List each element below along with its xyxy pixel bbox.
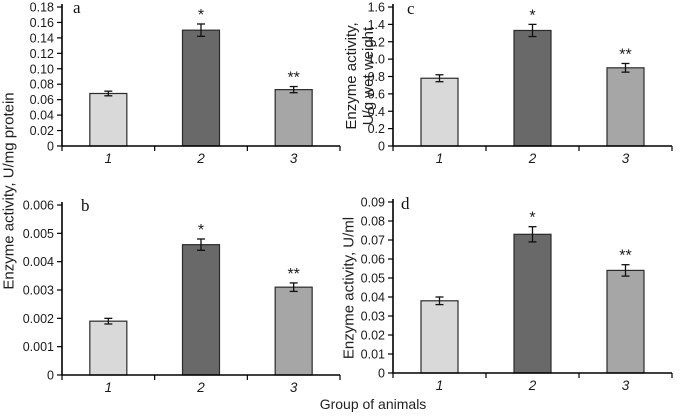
- y-tick-label: 0.02: [361, 329, 385, 343]
- y-tick-label: 0.004: [23, 255, 54, 269]
- significance-marker: **: [619, 248, 631, 265]
- y-tick-label: 0.8: [368, 70, 385, 84]
- y-tick-label: 1.6: [368, 1, 385, 15]
- y-tick-label: 0.02: [30, 124, 54, 138]
- y-tick-label: 0.4: [368, 105, 385, 119]
- x-category-label: 3: [622, 151, 630, 166]
- panel-letter-b: b: [81, 196, 90, 215]
- panel-letter-d: d: [401, 194, 410, 213]
- y-tick-label: 0: [47, 369, 54, 383]
- y-tick-label: 0.04: [30, 109, 54, 123]
- y-tick-label: 0.001: [23, 340, 54, 354]
- y-tick-label: 0.002: [23, 312, 54, 326]
- y-tick-label: 0.05: [361, 272, 385, 286]
- y-tick-label: 0.07: [361, 234, 385, 248]
- y-tick-label: 0.04: [361, 291, 385, 305]
- x-category-label: 2: [196, 151, 205, 166]
- y-tick-label: 0.003: [23, 284, 54, 298]
- y-tick-label: 0.08: [361, 215, 385, 229]
- y-axis-label-panel-c-line1: Enzyme activity,: [342, 22, 360, 130]
- significance-marker: **: [287, 266, 299, 283]
- y-axis-label-panel-c: Enzyme activity, U/g wet weight: [343, 22, 378, 129]
- bar-group1-panel-c: [420, 77, 459, 147]
- x-category-label: 3: [290, 151, 298, 166]
- y-tick-label: 0.01: [361, 348, 385, 362]
- bar-group3-panel-a: [274, 89, 313, 147]
- y-tick-label: 0.6: [368, 87, 385, 101]
- y-tick-label: 0.09: [361, 196, 385, 210]
- y-tick-label: 0.18: [30, 1, 54, 15]
- bar-group3-panel-d: [606, 269, 645, 374]
- bar-group1-panel-b: [89, 320, 128, 376]
- y-tick-label: 0.005: [23, 227, 54, 241]
- y-tick-label: 0.03: [361, 310, 385, 324]
- y-tick-label: 0: [378, 140, 385, 154]
- significance-marker: *: [198, 222, 204, 239]
- y-tick-label: 0.10: [30, 62, 54, 76]
- significance-marker: **: [287, 70, 299, 87]
- bar-group3-panel-c: [606, 67, 645, 147]
- bar-group2-panel-d: [513, 233, 552, 374]
- y-tick-label: 0.06: [30, 93, 54, 107]
- bar-group2-panel-b: [181, 244, 221, 376]
- y-tick-label: 1.4: [368, 18, 385, 32]
- significance-marker: *: [529, 7, 535, 24]
- bar-group1-panel-d: [420, 300, 459, 374]
- x-axis-label-bottom: Group of animals: [319, 396, 427, 412]
- x-category-label: 1: [436, 378, 444, 393]
- bar-group3-panel-b: [274, 286, 313, 376]
- y-tick-label: 0.006: [23, 199, 54, 213]
- y-tick-label: 1.2: [368, 35, 385, 49]
- y-axis-label-panel-d: Enzyme activity, U/ml: [340, 216, 358, 360]
- x-category-label: 1: [105, 151, 113, 166]
- significance-marker: *: [529, 210, 535, 227]
- bar-group2-panel-c: [513, 29, 552, 147]
- y-tick-label: 0: [378, 367, 385, 381]
- x-category-label: 2: [528, 378, 537, 393]
- x-category-label: 3: [290, 380, 298, 395]
- bar-group1-panel-a: [89, 92, 128, 147]
- bar-group2-panel-a: [181, 29, 221, 147]
- y-tick-label: 1.0: [368, 53, 385, 67]
- y-axis-label-panel-c-line2: U/g wet weight: [360, 26, 377, 126]
- panel-letter-a: a: [73, 0, 81, 17]
- x-category-label: 1: [105, 380, 113, 395]
- x-category-label: 2: [196, 380, 205, 395]
- significance-marker: **: [619, 46, 631, 63]
- significance-marker: *: [198, 7, 204, 24]
- y-tick-label: 0.08: [30, 78, 54, 92]
- panel-letter-c: c: [407, 0, 415, 18]
- x-category-label: 3: [622, 378, 630, 393]
- y-tick-label: 0.16: [30, 16, 54, 30]
- y-tick-label: 0.06: [361, 253, 385, 267]
- x-category-label: 1: [436, 151, 444, 166]
- y-tick-label: 0.14: [30, 31, 54, 45]
- y-tick-label: 0.2: [368, 122, 385, 136]
- x-category-label: 2: [528, 151, 537, 166]
- y-axis-label-left-shared: Enzyme activity, U/mg protein: [0, 92, 18, 290]
- y-tick-label: 0: [47, 140, 54, 154]
- y-tick-label: 0.12: [30, 47, 54, 61]
